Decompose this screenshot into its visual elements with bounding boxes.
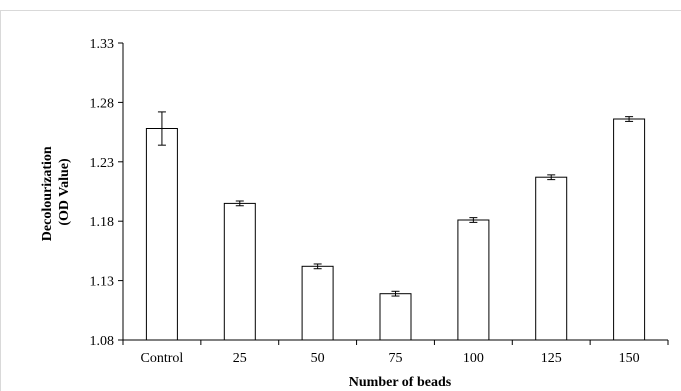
bar-25: [223, 202, 256, 341]
y-axis-title: Decolourization (OD Value): [40, 143, 72, 241]
y-axis-title-line-2: (OD Value): [57, 158, 72, 226]
y-tick-label: 1.23: [90, 156, 115, 171]
x-tick-label-125: 125: [541, 351, 562, 366]
error-bar-125: [547, 174, 556, 181]
y-tick-label: 1.08: [90, 334, 115, 349]
x-axis-title: Number of beads: [349, 375, 452, 390]
bars-layer: [145, 118, 646, 341]
x-tick-labels: Control 25 50 75 100 125 150: [141, 351, 640, 366]
error-bars-layer: [157, 111, 634, 297]
chart-border: [0, 10, 681, 391]
x-tick-label-100: 100: [463, 351, 484, 366]
error-bar-25: [235, 200, 244, 207]
axes-layer: [118, 42, 669, 345]
x-tick-label-150: 150: [619, 351, 640, 366]
y-tick-label: 1.13: [90, 275, 115, 290]
error-bar-50: [313, 263, 322, 270]
x-tick-label-50: 50: [311, 351, 325, 366]
y-tick-label: 1.33: [90, 37, 115, 52]
y-tick-label: 1.18: [90, 215, 115, 230]
bar-50: [301, 265, 334, 341]
error-bar-control: [157, 111, 166, 146]
y-axis-title-line-1: Decolourization: [40, 146, 55, 241]
bar-100: [457, 219, 490, 341]
y-tick-labels: 1.08 1.13 1.18 1.23 1.28 1.33: [90, 37, 115, 349]
bar-125: [535, 176, 568, 341]
y-tick-label: 1.28: [90, 96, 115, 111]
x-tick-label-75: 75: [389, 351, 403, 366]
error-bar-100: [469, 217, 478, 223]
error-bar-150: [625, 116, 634, 122]
bar-150: [613, 118, 646, 341]
bar-control: [145, 128, 178, 341]
x-tick-label-control: Control: [141, 351, 184, 366]
error-bar-75: [391, 290, 400, 297]
x-tick-label-25: 25: [233, 351, 247, 366]
bar-75: [379, 293, 412, 341]
